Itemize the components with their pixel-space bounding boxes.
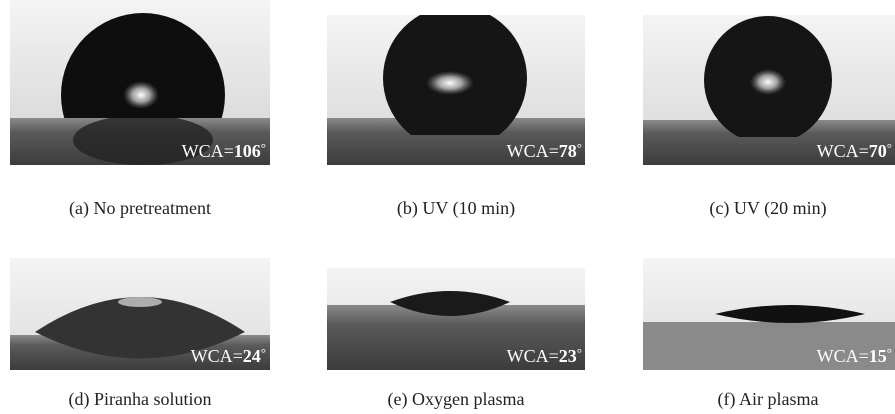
degree: °	[887, 140, 892, 155]
figure: (a) No pretreatmentWCA=106°(b) UV (10 mi…	[0, 0, 895, 414]
degree: °	[261, 345, 266, 360]
wca-prefix: WCA=	[182, 141, 234, 161]
wca-value: 70	[869, 141, 887, 161]
wca-label: WCA=23°	[507, 345, 582, 366]
degree: °	[577, 140, 582, 155]
wca-value: 24	[243, 346, 261, 366]
degree: °	[261, 140, 266, 155]
wca-value: 15	[869, 346, 887, 366]
wca-value: 23	[559, 346, 577, 366]
caption: (d) Piranha solution	[69, 389, 212, 410]
wca-label: WCA=24°	[191, 345, 266, 366]
caption: (f) Air plasma	[718, 389, 819, 410]
wca-value: 106	[234, 141, 261, 161]
wca-label: WCA=106°	[182, 140, 266, 161]
wca-prefix: WCA=	[817, 346, 869, 366]
wca-prefix: WCA=	[817, 141, 869, 161]
wca-prefix: WCA=	[507, 346, 559, 366]
caption: (b) UV (10 min)	[397, 198, 515, 219]
degree: °	[577, 345, 582, 360]
caption: (e) Oxygen plasma	[388, 389, 525, 410]
wca-prefix: WCA=	[191, 346, 243, 366]
wca-label: WCA=70°	[817, 140, 892, 161]
degree: °	[887, 345, 892, 360]
wca-value: 78	[559, 141, 577, 161]
caption: (a) No pretreatment	[69, 198, 211, 219]
wca-prefix: WCA=	[507, 141, 559, 161]
wca-label: WCA=15°	[817, 345, 892, 366]
wca-label: WCA=78°	[507, 140, 582, 161]
caption: (c) UV (20 min)	[709, 198, 826, 219]
